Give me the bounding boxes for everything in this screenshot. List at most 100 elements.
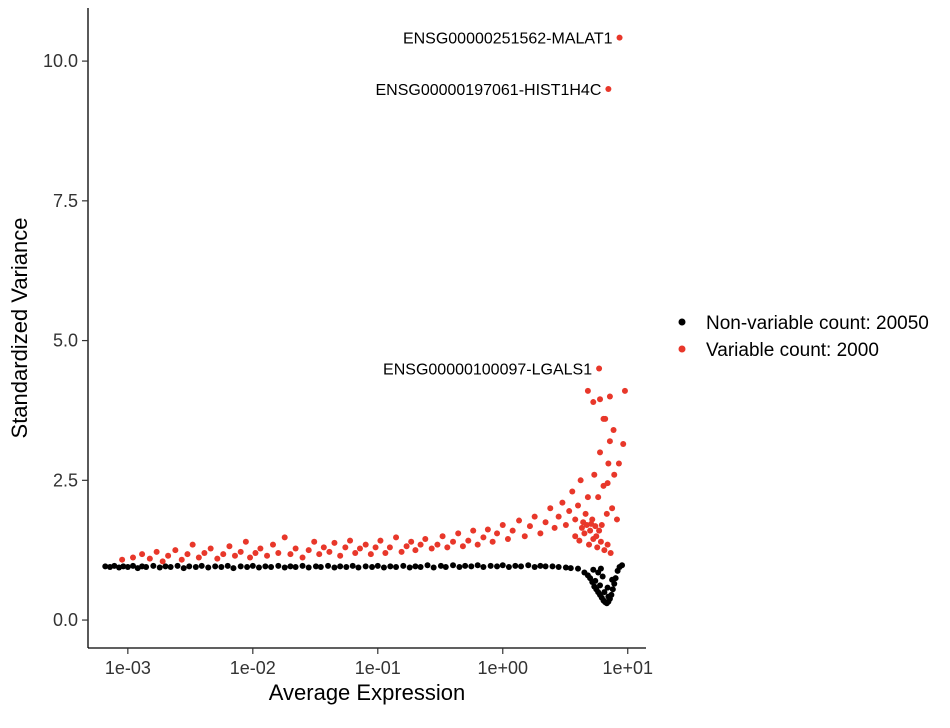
variable-point [597,449,604,456]
variable-point [153,548,160,555]
variable-point [611,471,618,478]
variable-point [610,427,617,434]
variable-point [582,510,589,517]
x-tick-label: 1e+00 [477,658,528,678]
non-variable-point [456,563,463,570]
non-variable-point [230,565,237,572]
non-variable-point [325,562,332,569]
variable-point [597,538,604,545]
non-variable-point [355,564,362,571]
non-variable-point [380,564,387,571]
variable-point [575,502,582,509]
non-variable-point [369,563,376,570]
variable-point [372,544,379,551]
non-variable-point [120,563,127,570]
variable-point [613,516,620,523]
non-variable-point [150,562,157,569]
non-variable-point [567,565,574,572]
variable-point [226,543,233,550]
non-variable-point [174,562,181,569]
x-tick-label: 1e+01 [602,658,653,678]
variable-point [130,554,137,561]
legend-key [678,318,686,326]
non-variable-point [331,564,338,571]
variable-point [581,530,588,537]
non-variable-point [400,562,407,569]
legend-key [678,345,686,353]
variable-point [299,554,306,561]
variable-point [281,534,288,541]
variable-point [509,527,516,534]
variable-point [480,534,487,541]
variable-point [434,541,441,548]
non-variable-point [555,563,562,570]
non-variable-point [599,573,606,580]
variable-point [616,34,623,41]
variable-point [220,551,227,558]
variable-point [566,508,573,515]
variable-point [195,554,202,561]
variable-point [386,544,393,551]
variable-point [494,530,501,537]
non-variable-point [406,564,413,571]
non-variable-point [597,582,604,589]
variable-point [257,545,264,552]
non-variable-point [424,562,431,569]
non-variable-point [601,589,608,596]
non-variable-point [412,563,419,570]
variable-point [393,534,400,541]
variable-point [403,543,410,550]
variable-point [609,505,616,512]
legend-label: Non-variable count: 20050 [706,313,929,334]
variable-point [605,460,612,467]
variable-point [422,536,429,542]
non-variable-point [430,564,437,571]
x-tick-label: 1e-01 [355,658,401,678]
variable-point [489,538,496,545]
non-variable-point [442,563,449,570]
non-variable-point [609,586,616,593]
non-variable-point [205,564,212,571]
non-variable-point [255,564,262,571]
y-ticks: 0.0 2.5 5.0 7.5 10.0 [43,51,88,630]
variable-point [562,522,569,529]
y-tick-label: 7.5 [53,191,78,211]
non-variable-point [287,563,294,570]
variable-point [362,541,369,548]
variable-point [172,547,179,554]
non-variable-point [549,563,556,570]
non-variable-point [198,562,205,569]
non-variable-point [102,563,109,570]
variable-point [119,556,126,563]
non-variable-point [337,563,344,570]
variable-point [189,541,196,548]
variable-point [264,552,271,559]
variable-point [347,537,354,544]
variable-point [214,555,221,562]
legend-label: Variable count: 2000 [706,340,879,361]
variable-point [459,543,466,550]
variable-point [621,387,628,394]
non-variable-point [474,562,481,569]
variable-point [247,554,254,561]
non-variable-point [167,563,174,570]
variable-point [596,527,603,534]
variable-point [139,551,146,558]
variable-point [572,516,579,523]
non-variable-point [393,563,400,570]
variable-point [428,545,435,552]
non-variable-point [224,562,231,569]
variable-point [207,545,214,552]
non-variable-point [480,563,487,570]
non-variable-point [619,562,626,569]
variable-point [484,526,491,533]
variable-point [342,544,349,551]
non-variable-point [525,562,532,569]
variable-point [607,549,614,556]
x-tick-label: 1e-03 [105,658,151,678]
non-variable-point [512,562,519,569]
non-variable-point [156,564,163,571]
variable-point [465,537,472,544]
